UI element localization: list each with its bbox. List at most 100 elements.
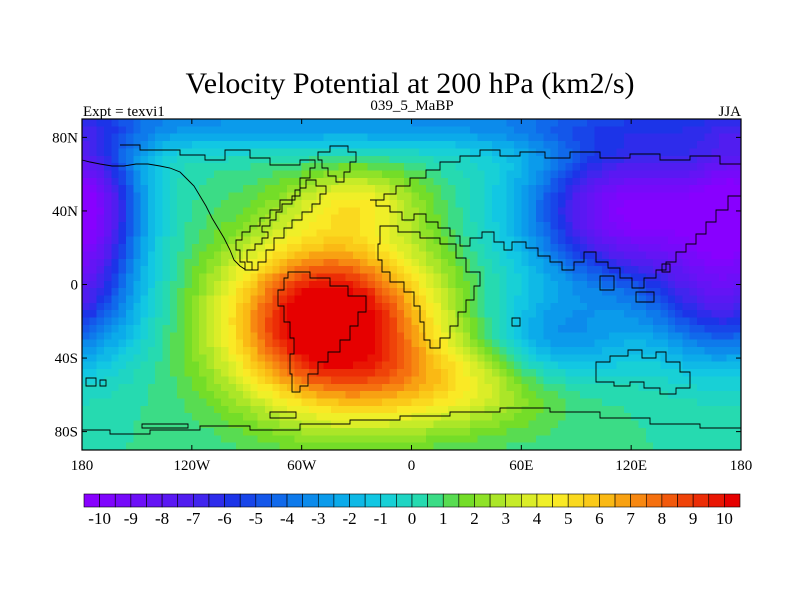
field-cell xyxy=(345,229,354,238)
field-cell xyxy=(492,221,500,230)
field-cell xyxy=(316,280,325,289)
field-cell xyxy=(374,354,383,363)
field-cell xyxy=(462,207,471,216)
field-cell xyxy=(330,133,339,142)
field-cell xyxy=(111,177,120,186)
field-cell xyxy=(213,354,222,363)
colorbar-box xyxy=(567,493,585,508)
field-cell xyxy=(213,302,222,311)
south-america-outline xyxy=(277,271,367,393)
field-cell xyxy=(697,199,705,208)
field-cell xyxy=(374,185,383,194)
field-cell xyxy=(433,347,442,355)
field-cell xyxy=(118,266,127,275)
field-cell xyxy=(587,258,596,267)
field-cell xyxy=(338,391,347,400)
field-cell xyxy=(118,244,127,252)
field-cell xyxy=(543,273,552,282)
field-cell xyxy=(719,214,727,223)
field-cell xyxy=(557,133,566,142)
field-cell xyxy=(352,391,361,400)
field-cell xyxy=(191,126,200,135)
field-cell xyxy=(147,126,156,135)
field-cell xyxy=(631,192,640,201)
field-cell xyxy=(448,339,457,348)
field-cell xyxy=(521,435,530,444)
field-cell xyxy=(499,369,508,378)
field-cell xyxy=(396,420,405,429)
field-cell xyxy=(213,133,222,142)
field-cell xyxy=(653,376,662,385)
field-cell xyxy=(360,361,369,370)
field-cell xyxy=(587,302,596,311)
field-cell xyxy=(257,413,266,422)
field-cell xyxy=(82,391,90,400)
field-cell xyxy=(140,405,149,414)
colorbar: -10 -9 -8 -7 -6 -5 -4 -3 -2 -1 0 1 2 3 4 5 6 7 8 9 10 xyxy=(83,493,741,528)
field-cell xyxy=(133,119,142,127)
field-cell xyxy=(133,391,142,400)
field-cell xyxy=(287,442,295,451)
field-cell xyxy=(389,177,398,186)
field-cell xyxy=(213,339,222,348)
field-cell xyxy=(184,317,193,326)
field-cell xyxy=(169,317,178,326)
field-cell xyxy=(572,398,581,407)
field-cell xyxy=(301,258,310,267)
field-cell xyxy=(221,133,230,142)
field-cell xyxy=(528,302,537,311)
field-cell xyxy=(631,251,640,260)
field-cell xyxy=(82,199,90,208)
field-cell xyxy=(550,280,559,289)
field-cell xyxy=(528,126,537,135)
field-cell xyxy=(726,126,735,135)
field-cell xyxy=(550,420,559,429)
field-cell xyxy=(213,251,222,260)
field-cell xyxy=(125,302,134,311)
field-cell xyxy=(667,347,676,355)
field-cell xyxy=(719,141,727,150)
field-cell xyxy=(557,214,566,223)
field-cell xyxy=(169,141,178,150)
field-cell xyxy=(330,339,339,348)
field-cell xyxy=(601,192,610,201)
field-cell xyxy=(147,199,156,208)
field-cell xyxy=(660,221,669,230)
field-cell xyxy=(667,354,676,363)
field-cell xyxy=(448,317,457,326)
field-cell xyxy=(103,354,112,363)
field-cell xyxy=(250,163,259,172)
field-cell xyxy=(609,185,618,194)
field-cell xyxy=(96,214,105,223)
field-cell xyxy=(250,185,259,194)
field-cell xyxy=(535,339,544,348)
field-cell xyxy=(147,361,156,370)
field-cell xyxy=(631,221,640,230)
field-cell xyxy=(587,427,596,436)
field-cell xyxy=(682,126,691,135)
field-cell xyxy=(206,133,215,142)
field-cell xyxy=(125,442,134,451)
field-cell xyxy=(330,413,339,422)
field-cell xyxy=(572,258,581,267)
field-cell xyxy=(492,177,500,186)
field-cell xyxy=(609,413,618,422)
field-cell xyxy=(228,148,237,157)
field-cell xyxy=(177,244,186,252)
field-cell xyxy=(396,229,405,238)
field-cell xyxy=(689,177,698,186)
field-cell xyxy=(272,376,281,385)
field-cell xyxy=(594,295,603,304)
field-cell xyxy=(433,420,442,429)
field-cell xyxy=(103,310,112,319)
field-cell xyxy=(147,435,156,444)
field-cell xyxy=(213,295,222,304)
field-cell xyxy=(133,177,142,186)
field-cell xyxy=(243,199,252,208)
field-cell xyxy=(155,266,164,275)
field-cell xyxy=(521,133,530,142)
field-cell xyxy=(235,236,244,245)
field-cell xyxy=(616,192,625,201)
field-cell xyxy=(82,236,90,245)
field-cell xyxy=(338,170,347,179)
